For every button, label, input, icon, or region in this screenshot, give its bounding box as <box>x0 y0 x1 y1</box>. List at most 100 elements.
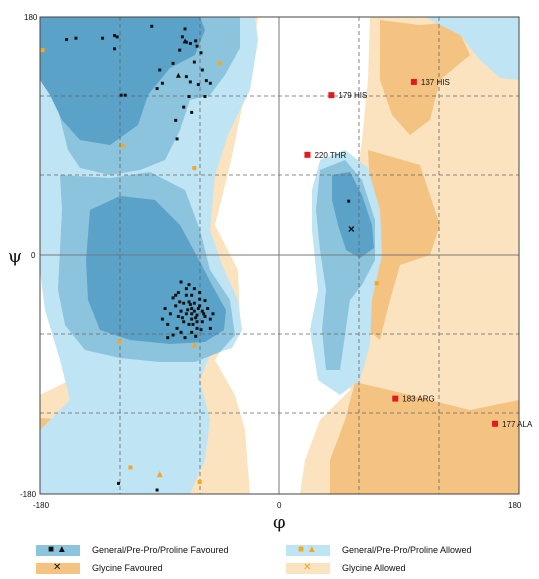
point-s0-1 <box>74 36 78 40</box>
point-s0-48 <box>179 309 183 313</box>
point-s0-15 <box>188 80 192 84</box>
point-s0-53 <box>195 326 199 330</box>
point-s0-79 <box>211 312 215 316</box>
point-s0-2 <box>113 34 117 38</box>
x-axis-label: φ <box>273 512 286 533</box>
legend-label-general-favoured: General/Pre-Pro/Proline Favoured <box>92 545 229 555</box>
point-s0-23 <box>182 105 186 109</box>
point-s0-55 <box>206 307 210 310</box>
point-s0-19 <box>119 93 123 97</box>
point-s0-24 <box>174 118 178 122</box>
point-s0-82 <box>166 336 170 340</box>
point-s0-91 <box>180 316 184 320</box>
point-s0-0 <box>65 38 69 42</box>
point-s0-39 <box>190 307 194 310</box>
point-s5-3 <box>392 395 399 402</box>
point-s0-81 <box>160 317 164 321</box>
point-s0-34 <box>117 481 121 485</box>
point-s3-0 <box>40 48 45 53</box>
point-s3-5 <box>117 339 122 344</box>
point-s0-8 <box>180 35 184 39</box>
glycine-favoured-region-right-3 <box>330 382 519 494</box>
outlier-labels: 137 HIS 179 HIS 220 THR 183 ARG 177 ALA <box>314 78 533 429</box>
point-s0-38 <box>187 300 191 304</box>
outlier-label-2: 220 THR <box>314 151 346 160</box>
legend-label-general-allowed: General/Pre-Pro/Proline Allowed <box>342 545 472 555</box>
legend-swatch-glycine-allowed: ✕ <box>286 561 330 574</box>
legend-markers-general-favoured: ■ ▲ <box>48 543 67 555</box>
point-s0-63 <box>184 287 188 291</box>
point-s5-4 <box>492 420 499 427</box>
point-s0-68 <box>166 322 170 326</box>
point-s0-6 <box>150 24 154 28</box>
point-s5-0 <box>410 78 417 85</box>
point-s0-37 <box>184 293 188 297</box>
point-s0-52 <box>187 322 191 326</box>
legend-markers-glycine-allowed: ✕ <box>303 561 312 573</box>
point-s0-35 <box>155 488 159 492</box>
point-s0-43 <box>200 309 204 313</box>
point-s0-76 <box>183 336 187 340</box>
glycine-favoured-region-right <box>380 20 470 135</box>
point-s0-36 <box>347 199 351 203</box>
point-s5-2 <box>304 151 311 158</box>
point-s0-20 <box>123 93 127 97</box>
point-s0-4 <box>101 36 105 40</box>
point-s0-83 <box>174 293 178 297</box>
outlier-label-0: 137 HIS <box>421 78 450 87</box>
points-layer <box>40 24 499 492</box>
legend-item-glycine-favoured: ✕ Glycine Favoured <box>36 561 163 575</box>
point-s3-7 <box>197 480 202 485</box>
point-s0-32 <box>203 95 207 98</box>
point-s3-6 <box>128 465 133 470</box>
point-s0-16 <box>196 83 200 87</box>
legend-markers-glycine-favoured: ✕ <box>53 561 62 573</box>
x-tick-left: -180 <box>33 501 50 510</box>
point-s3-2 <box>192 166 197 171</box>
glycine-favoured-region-right-2 <box>368 150 440 340</box>
point-s0-27 <box>175 137 179 141</box>
point-s0-59 <box>176 314 180 318</box>
point-s0-46 <box>184 312 188 316</box>
point-s0-28 <box>188 42 192 45</box>
legend-item-glycine-allowed: ✕ Glycine Allowed <box>286 561 406 575</box>
point-s0-33 <box>190 110 194 114</box>
point-s0-40 <box>192 309 196 313</box>
point-s0-25 <box>160 81 164 85</box>
point-s0-29 <box>178 48 182 52</box>
point-s0-88 <box>202 312 206 316</box>
point-s0-21 <box>155 87 159 91</box>
y-axis-label: ψ <box>8 246 22 267</box>
x-tick-right: 180 <box>508 501 522 510</box>
point-s0-61 <box>198 291 202 295</box>
point-s0-51 <box>192 301 196 305</box>
point-s0-72 <box>187 283 191 287</box>
point-s0-54 <box>200 320 204 324</box>
general-allowed-region-top-right <box>425 17 519 80</box>
point-s0-47 <box>182 301 186 305</box>
point-s0-3 <box>113 47 117 51</box>
point-s1-1 <box>175 72 181 78</box>
point-s0-92 <box>191 322 195 326</box>
outlier-label-4: 177 ALA <box>502 420 533 429</box>
point-s0-74 <box>199 328 203 332</box>
point-s0-58 <box>182 320 186 324</box>
outlier-label-1: 179 HIS <box>338 91 367 100</box>
point-s0-49 <box>198 297 202 301</box>
point-s0-44 <box>195 320 199 324</box>
point-s0-75 <box>194 334 198 338</box>
point-s3-8 <box>374 281 379 286</box>
point-s0-10 <box>194 39 198 43</box>
point-s0-5 <box>115 35 119 39</box>
x-tick-middle: 0 <box>277 501 282 510</box>
point-s0-50 <box>203 314 207 318</box>
point-s4-0 <box>156 471 163 478</box>
point-s0-14 <box>184 75 188 79</box>
outlier-label-3: 183 ARG <box>402 395 434 404</box>
point-s0-77 <box>175 326 179 330</box>
point-s0-65 <box>190 330 194 334</box>
point-s0-22 <box>187 95 191 98</box>
legend-item-general-allowed: ■ ▲ General/Pre-Pro/Proline Allowed <box>286 543 472 557</box>
general-core-region-right <box>332 172 374 258</box>
point-s0-30 <box>200 68 204 72</box>
